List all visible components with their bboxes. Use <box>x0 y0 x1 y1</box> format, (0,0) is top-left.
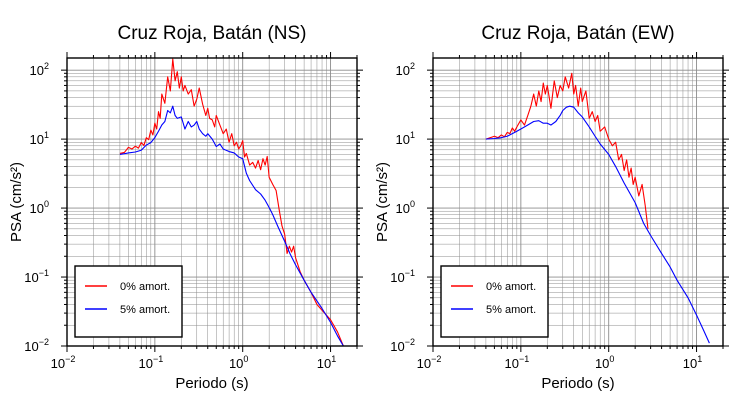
x-tick-label: 100 <box>595 354 614 371</box>
plot-frame <box>432 57 724 347</box>
tick-exponent: 2 <box>410 61 415 71</box>
y-tick-label: 102 <box>396 61 415 78</box>
tick-exponent: −1 <box>39 268 49 278</box>
tick-base: 10 <box>30 132 44 147</box>
x-tick-label: 101 <box>317 354 336 371</box>
tick-base: 10 <box>30 201 44 216</box>
tick-exponent: −2 <box>431 354 441 364</box>
tick-marks <box>61 52 363 352</box>
legend: 0% amort. 5% amort. <box>74 265 183 338</box>
tick-exponent: 2 <box>44 61 49 71</box>
x-tick-label: 10−2 <box>417 354 442 371</box>
series-line-blue <box>485 105 710 344</box>
tick-base: 10 <box>390 339 404 354</box>
tick-base: 10 <box>595 356 609 371</box>
y-tick-label: 10−2 <box>24 337 49 354</box>
tick-base: 10 <box>229 356 243 371</box>
x-tick-label: 101 <box>683 354 702 371</box>
tick-exponent: −2 <box>405 337 415 347</box>
x-tick-label: 10−1 <box>138 354 163 371</box>
legend-label: 0% amort. <box>486 281 536 293</box>
x-tick-label: 100 <box>229 354 248 371</box>
tick-exponent: 1 <box>44 130 49 140</box>
tick-exponent: 1 <box>697 354 702 364</box>
tick-exponent: −1 <box>519 354 529 364</box>
tick-base: 10 <box>396 132 410 147</box>
y-axis-label: PSA (cm/s²) <box>374 162 391 242</box>
legend-box <box>440 265 549 338</box>
grid-lines <box>432 58 724 347</box>
tick-base: 10 <box>396 201 410 216</box>
x-tick-label: 10−1 <box>504 354 529 371</box>
tick-base: 10 <box>138 356 152 371</box>
series-line-red <box>119 58 344 347</box>
tick-base: 10 <box>417 356 431 371</box>
tick-marks <box>427 52 729 352</box>
legend: 0% amort. 5% amort. <box>440 265 549 338</box>
legend-label: 5% amort. <box>486 304 536 316</box>
legend-label: 5% amort. <box>120 304 170 316</box>
y-tick-label: 100 <box>396 199 415 216</box>
y-tick-label: 100 <box>30 199 49 216</box>
tick-exponent: 1 <box>410 130 415 140</box>
y-tick-label: 101 <box>30 130 49 147</box>
y-tick-label: 10−1 <box>24 268 49 285</box>
tick-base: 10 <box>24 339 38 354</box>
tick-exponent: −2 <box>39 337 49 347</box>
tick-base: 10 <box>504 356 518 371</box>
x-axis-label: Periodo (s) <box>175 375 248 392</box>
y-tick-label: 101 <box>396 130 415 147</box>
y-tick-label: 10−2 <box>390 337 415 354</box>
tick-base: 10 <box>683 356 697 371</box>
tick-base: 10 <box>390 270 404 285</box>
tick-exponent: −1 <box>153 354 163 364</box>
x-tick-label: 10−2 <box>51 354 76 371</box>
y-tick-label: 102 <box>30 61 49 78</box>
tick-exponent: 0 <box>609 354 614 364</box>
chart-title: Cruz Roja, Batán (NS) <box>117 23 306 44</box>
tick-base: 10 <box>30 63 44 78</box>
series-line-blue <box>119 105 344 347</box>
tick-base: 10 <box>396 63 410 78</box>
legend-box <box>74 265 183 338</box>
plot-frame <box>66 57 358 347</box>
chart-title: Cruz Roja, Batán (EW) <box>481 23 674 44</box>
tick-base: 10 <box>317 356 331 371</box>
tick-base: 10 <box>51 356 65 371</box>
tick-exponent: 0 <box>44 199 49 209</box>
tick-exponent: 0 <box>410 199 415 209</box>
tick-exponent: 0 <box>243 354 248 364</box>
y-tick-label: 10−1 <box>390 268 415 285</box>
tick-exponent: 1 <box>331 354 336 364</box>
x-axis-label: Periodo (s) <box>541 375 614 392</box>
series-line-red <box>485 72 649 229</box>
tick-base: 10 <box>24 270 38 285</box>
legend-label: 0% amort. <box>120 281 170 293</box>
y-axis-label: PSA (cm/s²) <box>8 162 25 242</box>
tick-exponent: −2 <box>65 354 75 364</box>
tick-exponent: −1 <box>405 268 415 278</box>
